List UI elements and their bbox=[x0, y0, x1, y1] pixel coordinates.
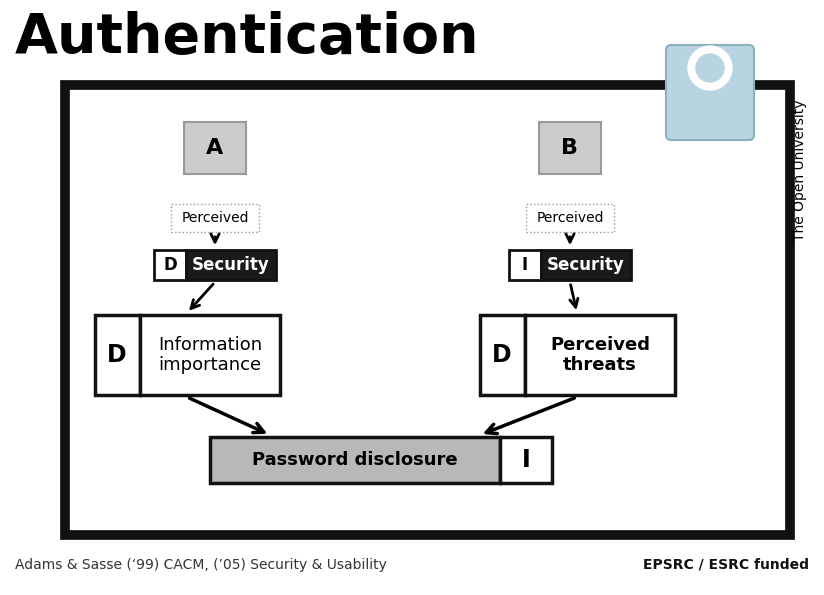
Circle shape bbox=[688, 46, 732, 90]
Bar bbox=[184, 122, 246, 174]
FancyBboxPatch shape bbox=[666, 45, 754, 140]
Bar bbox=[539, 122, 601, 174]
Text: D: D bbox=[492, 343, 512, 367]
Bar bbox=[500, 437, 552, 483]
Text: B: B bbox=[561, 138, 578, 158]
Text: D: D bbox=[163, 256, 177, 274]
Bar bbox=[65, 85, 790, 535]
Text: D: D bbox=[107, 343, 127, 367]
Bar bbox=[171, 204, 259, 232]
Text: Adams & Sasse (‘99) CACM, (’05) Security & Usability: Adams & Sasse (‘99) CACM, (’05) Security… bbox=[15, 558, 387, 572]
Bar bbox=[509, 250, 541, 280]
Text: Perceived: Perceived bbox=[181, 211, 249, 225]
Text: Security: Security bbox=[547, 256, 625, 274]
Bar bbox=[186, 250, 276, 280]
Text: A: A bbox=[206, 138, 223, 158]
Circle shape bbox=[696, 54, 724, 82]
Bar bbox=[480, 315, 525, 395]
Text: Authentication: Authentication bbox=[15, 11, 480, 65]
Bar bbox=[210, 437, 500, 483]
Text: Security: Security bbox=[192, 256, 270, 274]
Bar bbox=[525, 315, 675, 395]
Bar bbox=[526, 204, 614, 232]
Text: I: I bbox=[522, 448, 531, 472]
Text: EPSRC / ESRC funded: EPSRC / ESRC funded bbox=[643, 558, 809, 572]
Text: Password disclosure: Password disclosure bbox=[252, 451, 458, 469]
Bar bbox=[140, 315, 280, 395]
Text: Information
importance: Information importance bbox=[158, 336, 262, 374]
Text: The Open University: The Open University bbox=[793, 99, 807, 241]
Text: Perceived
threats: Perceived threats bbox=[550, 336, 650, 374]
Text: I: I bbox=[522, 256, 528, 274]
Text: Perceived: Perceived bbox=[536, 211, 604, 225]
Bar bbox=[541, 250, 631, 280]
Bar bbox=[154, 250, 186, 280]
Bar bbox=[95, 315, 140, 395]
